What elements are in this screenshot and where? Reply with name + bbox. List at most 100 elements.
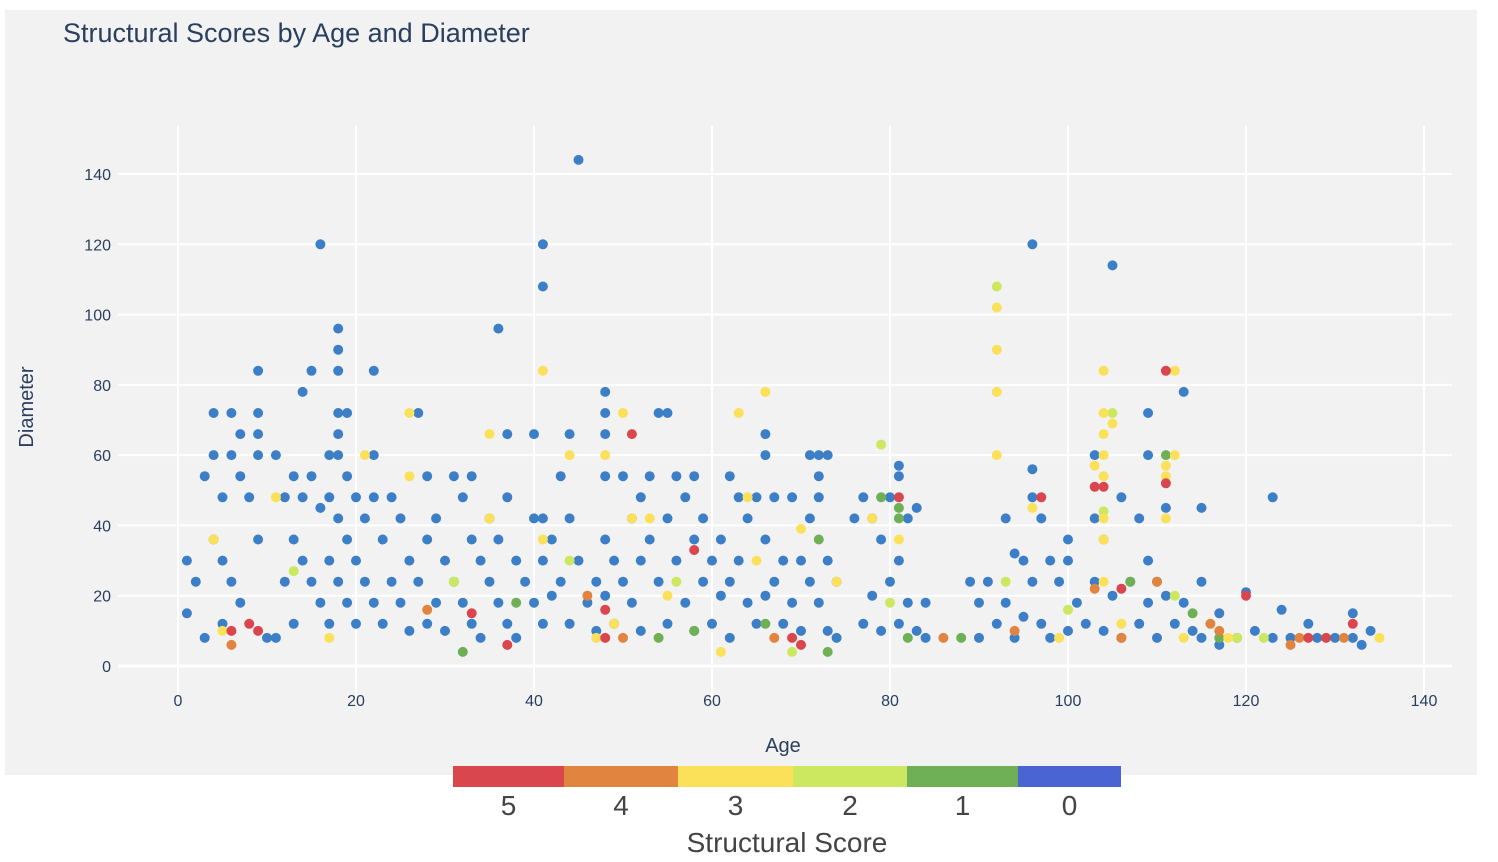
data-point-score-3: [733, 408, 744, 418]
x-tick-label: 0: [174, 693, 183, 710]
data-point-score-0: [324, 555, 335, 566]
data-point-score-0: [466, 618, 477, 629]
data-point-score-0: [537, 239, 548, 250]
data-point-score-0: [359, 576, 370, 587]
data-point-score-0: [555, 576, 566, 587]
data-point-score-0: [1036, 618, 1047, 629]
data-point-score-0: [858, 618, 869, 629]
data-point-score-3: [1098, 534, 1109, 545]
colorbar-segment: [453, 766, 564, 787]
data-point-score-0: [1249, 625, 1260, 636]
data-point-score-0: [288, 618, 299, 629]
data-point-score-0: [822, 555, 833, 566]
data-point-score-1: [1187, 608, 1198, 619]
x-tick-label: 120: [1233, 693, 1260, 710]
data-point-score-0: [626, 597, 637, 608]
data-point-score-0: [1134, 618, 1145, 629]
data-point-score-0: [564, 618, 575, 629]
data-point-score-2: [288, 566, 299, 577]
data-point-score-0: [351, 492, 361, 503]
data-point-score-0: [324, 618, 335, 629]
data-point-score-0: [199, 632, 210, 643]
data-point-score-0: [297, 492, 308, 503]
data-point-score-0: [1009, 632, 1020, 643]
data-point-score-0: [537, 513, 548, 524]
data-point-score-0: [431, 513, 442, 524]
data-point-score-0: [1356, 639, 1367, 650]
data-point-score-5: [689, 545, 700, 555]
data-point-score-0: [1045, 555, 1056, 566]
data-point-score-0: [404, 555, 415, 566]
data-point-score-0: [893, 471, 904, 482]
y-tick-label: 140: [84, 167, 111, 184]
x-tick-label: 40: [525, 693, 543, 710]
data-point-score-0: [413, 576, 424, 587]
data-point-score-0: [974, 597, 984, 608]
data-point-score-3: [270, 492, 281, 503]
data-point-score-1: [902, 632, 913, 643]
grid-lines: [118, 126, 1452, 700]
data-point-score-0: [813, 450, 824, 461]
data-point-score-5: [1303, 632, 1314, 643]
data-point-score-0: [1116, 492, 1127, 503]
data-point-score-0: [1098, 625, 1109, 636]
data-point-score-3: [760, 386, 771, 397]
data-point-score-0: [395, 513, 406, 524]
data-point-score-0: [635, 555, 646, 566]
data-point-score-0: [760, 534, 771, 545]
data-point-score-0: [893, 555, 904, 566]
data-point-score-0: [653, 408, 664, 418]
data-point-score-0: [342, 597, 353, 608]
data-point-score-0: [564, 513, 575, 524]
data-point-score-0: [279, 576, 290, 587]
data-point-score-0: [1027, 576, 1038, 587]
data-point-score-0: [618, 576, 628, 587]
data-point-score-0: [235, 471, 246, 482]
data-point-score-3: [1160, 471, 1171, 482]
data-point-score-0: [974, 632, 984, 643]
data-point-score-5: [626, 429, 637, 440]
data-points: [181, 154, 1385, 657]
data-point-score-4: [582, 590, 593, 601]
data-point-score-0: [270, 632, 281, 643]
data-point-score-0: [1134, 513, 1145, 524]
data-point-score-3: [893, 534, 904, 545]
data-point-score-0: [644, 534, 655, 545]
data-point-score-0: [1160, 502, 1171, 513]
data-point-score-0: [502, 492, 513, 503]
data-point-score-0: [902, 597, 913, 608]
data-point-score-3: [742, 492, 753, 503]
data-point-score-0: [359, 513, 370, 524]
data-point-score-0: [208, 450, 219, 461]
data-point-score-0: [849, 513, 860, 524]
data-point-score-3: [1160, 513, 1171, 524]
data-point-score-0: [885, 576, 895, 587]
data-point-score-1: [956, 632, 967, 643]
data-point-score-4: [1089, 583, 1100, 594]
data-point-score-2: [671, 576, 682, 587]
data-point-score-0: [1036, 513, 1047, 524]
data-point-score-0: [253, 365, 264, 376]
data-point-score-0: [662, 618, 673, 629]
data-point-score-2: [1232, 632, 1243, 643]
data-point-score-0: [253, 450, 264, 461]
data-point-score-0: [511, 632, 522, 643]
data-point-score-0: [484, 576, 495, 587]
data-point-score-0: [893, 460, 904, 471]
data-point-score-3: [404, 471, 415, 482]
data-point-score-0: [368, 492, 379, 503]
data-point-score-0: [564, 429, 575, 440]
data-point-score-3: [991, 450, 1002, 461]
data-point-score-0: [920, 597, 931, 608]
data-point-score-0: [502, 429, 513, 440]
data-point-score-0: [600, 408, 611, 418]
data-point-score-0: [724, 471, 735, 482]
data-point-score-0: [537, 281, 548, 292]
colorbar-label: 1: [954, 790, 971, 821]
data-point-score-0: [306, 576, 317, 587]
data-point-score-0: [778, 555, 789, 566]
data-point-score-0: [235, 429, 246, 440]
data-point-score-0: [893, 618, 904, 629]
data-point-score-0: [787, 597, 798, 608]
data-point-score-1: [893, 502, 904, 513]
